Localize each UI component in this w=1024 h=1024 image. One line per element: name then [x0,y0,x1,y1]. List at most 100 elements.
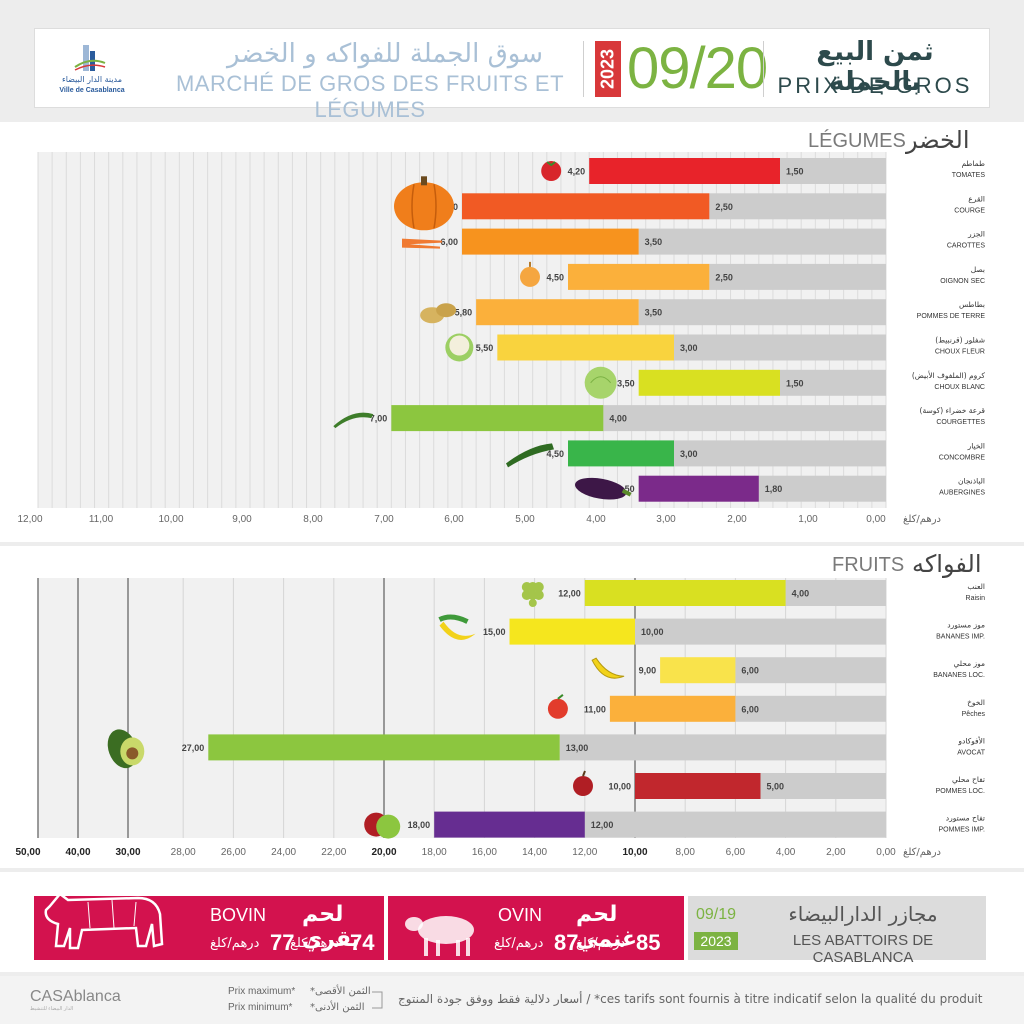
abattoir-date: 09/19 [696,906,737,923]
min-price-label: 4,00 [792,589,810,599]
category-label-fr: POMMES LOC. [936,788,985,795]
cow-icon [44,892,164,950]
min-price-label: 2,50 [715,272,733,282]
axis-unit-label: درهم/كلغ [903,514,941,525]
price-range-bar [568,263,710,290]
bovin-unit: درهم/كلغ [210,936,260,951]
min-price-label: 6,00 [741,666,759,676]
ovin-box: لحم غنمي OVIN 85 درهم/كلغ 87 درهم/كلغ [388,896,684,960]
peach-icon [547,694,568,719]
min-price-bar [559,734,886,761]
date-display: 09/20 [627,36,768,101]
axis-tick-label: 30,00 [115,847,140,858]
category-label-fr: TOMATES [952,172,986,179]
axis-tick-label: 8,00 [675,847,695,858]
min-price-bar [780,158,886,184]
category-label-fr: BANANES IMP. [936,634,985,641]
max-price-label: 15,00 [483,627,506,637]
city-logo-fr: Ville de Casablanca [59,87,125,94]
max-price-label: 6,00 [440,237,458,247]
legend-max-fr: Prix maximum* [228,986,296,997]
abattoir-title-ar: مجازر الدارالبيضاء [788,902,938,926]
price-charts: 12,00 11,00 10,00 9,00 8,00 7,00 6,00 5,00 4,00 3… [15,152,986,858]
price-range-bar [638,475,759,502]
axis-tick-label: 2,00 [727,514,747,525]
max-price-label: 5,50 [476,343,494,353]
apples-icon [364,812,401,839]
abattoir-title-fr: LES ABATTOIRS DE CASABLANCA [792,932,934,966]
max-price-label: 4,20 [568,167,586,177]
axis-tick-label: 28,00 [171,847,196,858]
axis-tick-label: 4,00 [586,514,606,525]
abattoir-year: 2023 [694,932,738,950]
axis-tick-label: 18,00 [422,847,447,858]
axis-tick-label: 1,00 [798,514,818,525]
axis-tick-label: 50,00 [15,847,40,858]
min-price-bar [709,263,886,290]
min-price-bar [674,440,886,467]
category-label-fr: COURGE [954,207,985,214]
min-price-label: 13,00 [566,743,589,753]
cabbage-icon [584,366,617,399]
category-label-fr: POMMES DE TERRE [917,313,986,320]
onion-icon [520,261,540,287]
category-label-ar: الجزر [967,230,985,239]
category-label-ar: موز مستورد [947,621,985,630]
category-label-ar: بصل [971,265,985,274]
axis-tick-label: 5,00 [515,514,535,525]
category-label-ar: الخوخ [967,698,985,707]
axis-tick-label: 12,00 [17,514,42,525]
ovin-unit: درهم/كلغ [576,936,626,951]
prix-title-ar: ثمن البيع بالجملة [816,37,934,97]
min-price-label: 3,50 [645,237,663,247]
max-price-label: 3,50 [617,484,635,494]
min-price-label: 1,80 [765,484,783,494]
vegetables-title-fr: LÉGUMES [808,130,906,152]
sheep-icon [405,916,474,956]
axis-tick-label: 40,00 [65,847,90,858]
city-emblem-icon [74,45,106,71]
min-price-bar [635,618,886,645]
min-price-label: 4,00 [609,414,627,424]
max-price-label: 4,50 [546,449,564,459]
min-price-label: 1,50 [786,378,804,388]
max-price-label: 12,00 [558,589,581,599]
axis-tick-label: 0,00 [876,847,896,858]
price-range-bar [589,158,780,184]
eggplant-icon [575,477,632,500]
year-badge: 2023 [595,41,621,97]
axis-tick-label: 14,00 [522,847,547,858]
casablanca-logo: CASAblanca الدار البيضاء للتنشيط [30,988,121,1012]
banana-icon [591,657,625,679]
vegetables-title-ar: الخضر [906,126,970,154]
category-label-ar: الخيار [967,441,985,450]
min-price-label: 10,00 [641,627,664,637]
category-label-fr: AUBERGINES [939,490,985,497]
category-label-fr: CAROTTES [947,243,985,250]
disclaimer: أسعار دلالية فقط ووفق جودة المنتوج / *ce… [398,992,983,1006]
pumpkin-icon [394,176,454,231]
min-price-bar [780,369,886,396]
category-label-fr: OIGNON SEC [940,278,985,285]
potato-icon [420,303,457,324]
price-range-bar [609,695,736,722]
tomato-icon [541,161,562,181]
axis-tick-label: 4,00 [776,847,796,858]
axis-tick-label: 3,00 [656,514,676,525]
bovin-box: لحم بقري BOVIN 74 درهم/كلغ 77 درهم/كلغ [34,892,384,960]
axis-tick-label: 9,00 [232,514,252,525]
ovin-unit: درهم/كلغ [494,936,544,951]
price-range-bar [391,405,604,432]
grapes-icon [521,582,544,607]
max-price-label: 7,00 [370,414,388,424]
min-price-label: 3,00 [680,449,698,459]
category-label-fr: CHOUX FLEUR [935,349,985,356]
ovin-label-fr: OVIN [498,905,543,925]
category-label-ar: تفاح محلي [952,775,985,784]
axis-tick-label: 12,00 [572,847,597,858]
legend-bracket-icon [372,991,383,1009]
axis-tick-label: 11,00 [89,514,114,525]
category-label-fr: BANANES LOC. [933,672,985,679]
bananas-icon [438,614,476,640]
axis-tick-label: 24,00 [271,847,296,858]
